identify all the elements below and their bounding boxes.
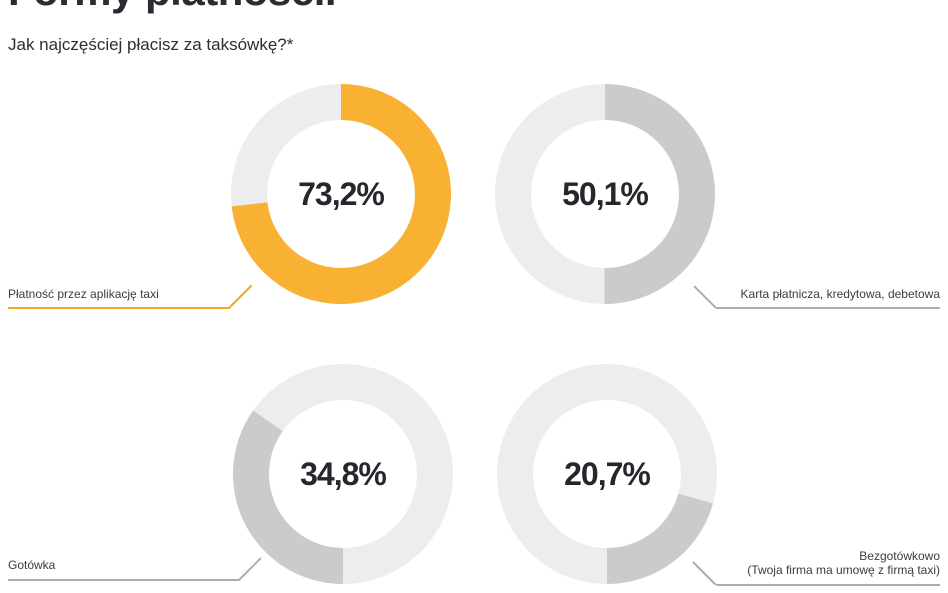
donut-ring — [497, 364, 717, 584]
donut-chart-cash-payment: 34,8% — [233, 364, 453, 584]
callout-label-app-payment: Płatność przez aplikację taxi — [8, 287, 159, 301]
callout-label-cashless-line2: (Twoja firma ma umowę z firmą taxi) — [747, 563, 940, 577]
callout-line-cash-payment — [8, 579, 240, 581]
callout-line-cashless-payment — [716, 584, 940, 586]
callout-line-app-payment — [8, 307, 230, 309]
donut-ring — [231, 84, 451, 304]
donut-ring — [495, 84, 715, 304]
donut-chart-card-payment: 50,1% — [495, 84, 715, 304]
page-title: Formy płatności. — [8, 0, 337, 15]
donut-value: 34,8% — [300, 455, 387, 492]
donut-value: 20,7% — [564, 455, 651, 492]
donut-ring — [233, 364, 453, 584]
page-subtitle: Jak najczęściej płacisz za taksówkę?* — [8, 35, 294, 54]
donut-chart-cashless-payment: 20,7% — [497, 364, 717, 584]
donut-chart-app-payment: 73,2% — [231, 84, 451, 304]
callout-label-cash-payment: Gotówka — [8, 558, 56, 572]
callout-label-card-payment: Karta płatnicza, kredytowa, debetowa — [740, 287, 940, 301]
donut-value: 50,1% — [562, 175, 649, 212]
callout-line-card-payment — [716, 307, 940, 309]
callout-label-cashless-line1: Bezgotówkowo — [859, 549, 940, 563]
donut-value: 73,2% — [298, 175, 385, 212]
